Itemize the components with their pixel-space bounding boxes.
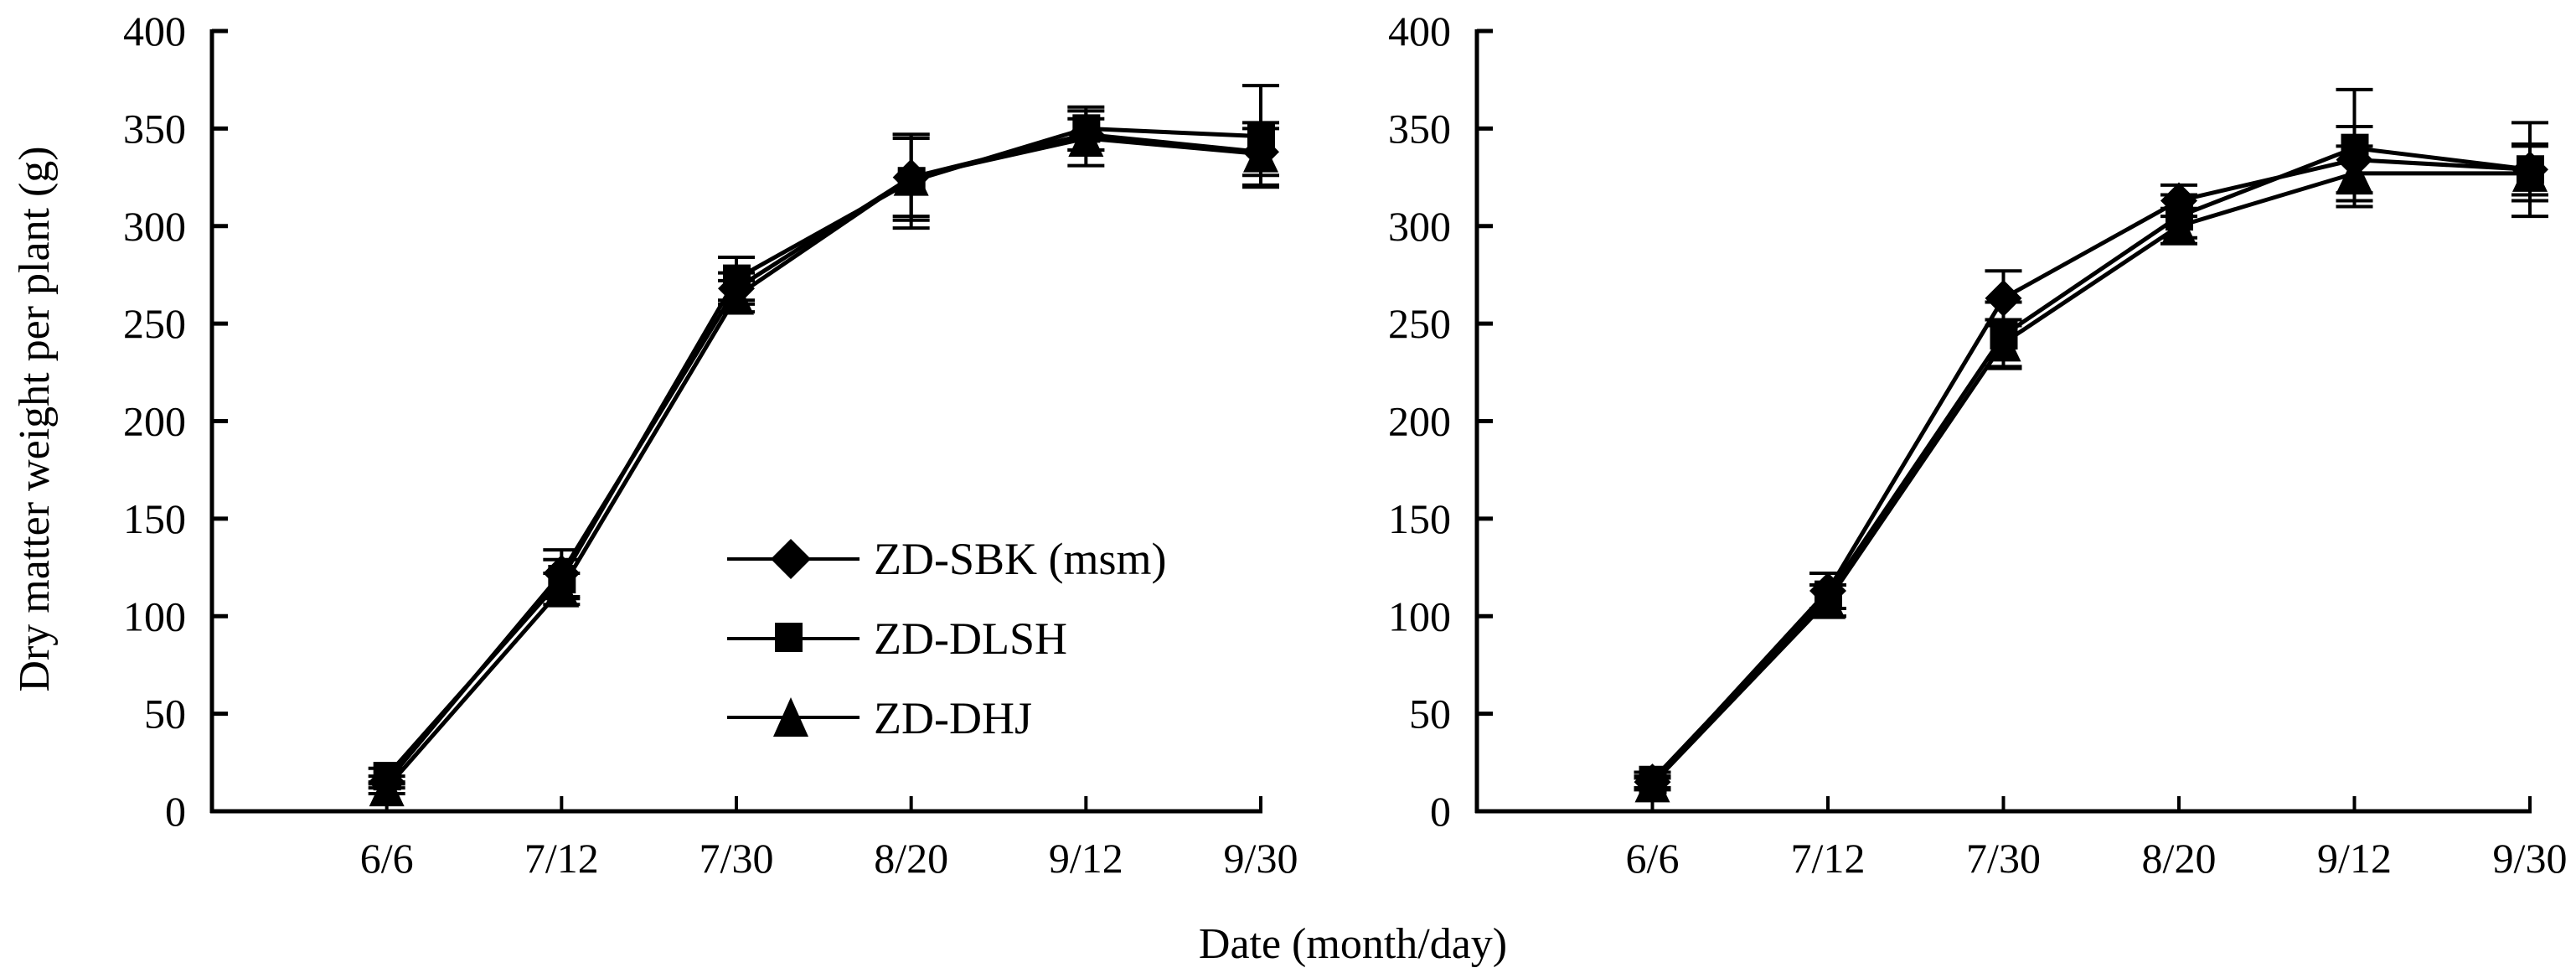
x-axis-title: Date (month/day) (1199, 920, 1507, 968)
data-point-triangle (719, 277, 754, 315)
right-y-tick-label: 0 (1430, 788, 1451, 835)
right-y-tick-label: 250 (1388, 300, 1451, 347)
data-point-triangle (1985, 324, 2021, 362)
left-y-ticks: 0 50 100 150 200 250 300 350 400 (123, 8, 228, 835)
right-x-tick-label: 9/12 (2317, 835, 2392, 882)
left-series-zd-dlsh (368, 84, 1279, 791)
left-y-tick-label: 200 (123, 398, 186, 445)
right-x-tick-label: 8/20 (2142, 835, 2217, 882)
data-point-triangle (1634, 765, 1670, 803)
legend-item-zd-sbk: ZD-SBK (msm) (727, 534, 1167, 584)
right-series-zd-dhj (1634, 144, 2548, 803)
left-series-zd-sbk-msm (368, 116, 1279, 801)
right-y-tick-label: 400 (1388, 8, 1451, 54)
legend-item-zd-dhj: ZD-DHJ (727, 693, 1032, 743)
legend: ZD-SBK (msm) ZD-DLSH ZD-DHJ (727, 534, 1167, 743)
left-y-tick-label: 50 (144, 691, 186, 738)
left-y-tick-label: 400 (123, 8, 186, 54)
data-point-triangle (2336, 154, 2372, 192)
right-axes (1474, 29, 2532, 814)
right-series-zd-dlsh (1634, 87, 2548, 794)
right-y-tick-label: 50 (1409, 691, 1451, 738)
left-x-tick-label: 6/6 (360, 835, 414, 882)
right-x-tick-label: 7/12 (1791, 835, 1866, 882)
square-marker-icon (775, 623, 803, 652)
left-series-zd-dhj (368, 109, 1279, 807)
right-y-tick-label: 350 (1388, 105, 1451, 152)
left-x-tick-label: 7/12 (524, 835, 599, 882)
data-point-triangle (1243, 135, 1278, 173)
right-series (1634, 87, 2548, 803)
right-y-tick-label: 100 (1388, 593, 1451, 639)
series-line (385, 126, 1262, 778)
left-y-tick-label: 150 (123, 495, 186, 542)
legend-label-zd-dhj: ZD-DHJ (874, 693, 1032, 743)
right-x-ticks: 6/6 7/12 7/30 8/20 9/12 9/30 (1626, 796, 2568, 882)
data-point-triangle (1068, 120, 1104, 158)
data-point-triangle (2512, 154, 2548, 192)
series-line (1650, 171, 2530, 786)
right-y-tick-label: 200 (1388, 398, 1451, 445)
right-x-tick-label: 7/30 (1966, 835, 2041, 882)
left-x-tick-label: 9/30 (1224, 835, 1298, 882)
data-point-triangle (544, 570, 580, 608)
triangle-marker-icon (773, 697, 808, 737)
data-point-triangle (369, 769, 405, 807)
legend-label-zd-sbk: ZD-SBK (msm) (874, 534, 1167, 584)
legend-item-zd-dlsh: ZD-DLSH (727, 613, 1067, 664)
left-x-tick-label: 7/30 (699, 835, 774, 882)
right-x-tick-label: 9/30 (2493, 835, 2568, 882)
left-series (368, 84, 1279, 807)
series-line (1650, 158, 2531, 784)
left-y-tick-label: 300 (123, 203, 186, 250)
left-y-tick-label: 350 (123, 105, 186, 152)
series-line (1650, 146, 2531, 782)
y-axis-title: Dry matter weight per plant (g) (11, 146, 59, 691)
right-series-zd-sbk-msm (1634, 125, 2548, 801)
right-chart-panel: 0 50 100 150 200 250 300 350 400 6/6 7/12 7/30 8/20… (1388, 8, 2567, 882)
right-y-tick-label: 150 (1388, 495, 1451, 542)
left-y-tick-label: 0 (165, 788, 186, 835)
legend-label-zd-dlsh: ZD-DLSH (874, 613, 1067, 664)
left-axes (209, 29, 1262, 814)
right-y-tick-label: 300 (1388, 203, 1451, 250)
right-x-tick-label: 6/6 (1626, 835, 1680, 882)
data-point-triangle (893, 158, 929, 196)
right-y-ticks: 0 50 100 150 200 250 300 350 400 (1388, 8, 1493, 835)
left-x-tick-label: 8/20 (874, 835, 948, 882)
left-chart-panel: 0 50 100 150 200 250 300 350 400 6/6 7/12 7/30 8/20… (123, 8, 1298, 882)
series-line (385, 136, 1262, 789)
data-point-triangle (1810, 582, 1846, 619)
left-y-tick-label: 100 (123, 593, 186, 639)
left-y-tick-label: 250 (123, 300, 186, 347)
left-x-tick-label: 9/12 (1049, 835, 1123, 882)
diamond-marker-icon (771, 539, 811, 579)
series-line (385, 132, 1262, 784)
data-point-diamond (1985, 279, 2022, 317)
data-point-triangle (2161, 207, 2197, 245)
left-x-ticks: 6/6 7/12 7/30 8/20 9/12 9/30 (360, 796, 1298, 882)
